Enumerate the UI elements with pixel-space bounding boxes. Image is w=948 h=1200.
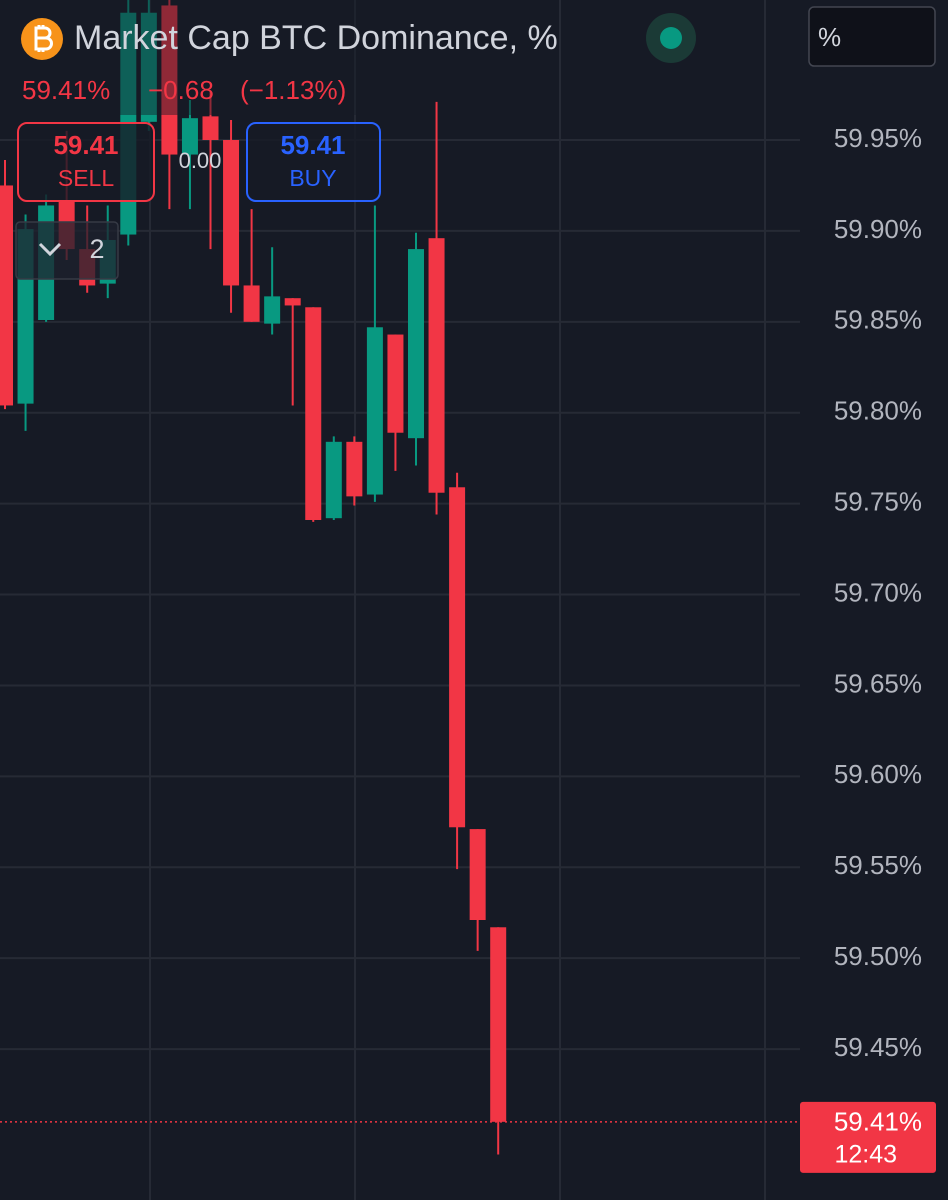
candle-body bbox=[428, 238, 445, 493]
y-tick-label: 59.80% bbox=[834, 396, 922, 426]
y-tick-label: 59.70% bbox=[834, 577, 922, 607]
candle-body bbox=[140, 12, 157, 122]
candle-body bbox=[366, 327, 383, 495]
buy-price: 59.41 bbox=[280, 130, 345, 160]
candle-body bbox=[243, 285, 260, 322]
price-tag-value: 59.41% bbox=[834, 1107, 922, 1137]
layers-toggle[interactable] bbox=[15, 221, 119, 280]
candle-body bbox=[387, 334, 404, 433]
y-tick-label: 59.90% bbox=[834, 214, 922, 244]
candle-body bbox=[346, 441, 363, 497]
sell-price: 59.41 bbox=[53, 130, 118, 160]
unit-selector[interactable] bbox=[808, 6, 936, 67]
last-value: 59.41% bbox=[22, 75, 110, 105]
spread: 0.00 bbox=[179, 148, 222, 173]
candle-body bbox=[0, 185, 13, 406]
y-axis: 59.95% 59.90% 59.85% 59.80% 59.75% 59.70% 59.6… bbox=[834, 123, 922, 1062]
candle-body bbox=[325, 441, 342, 519]
candle-body bbox=[469, 829, 486, 920]
y-tick-label: 59.45% bbox=[834, 1032, 922, 1062]
header-shade bbox=[0, 0, 420, 115]
candle-body bbox=[264, 296, 281, 324]
candle-body bbox=[223, 140, 240, 286]
candle-body bbox=[284, 298, 301, 306]
candle-body bbox=[490, 927, 507, 1122]
chevron bbox=[38, 242, 62, 257]
y-tick-label: 59.95% bbox=[834, 123, 922, 153]
btc-glyph bbox=[34, 25, 53, 52]
price-tag-countdown: 12:43 bbox=[834, 1140, 897, 1168]
sell-label: SELL bbox=[58, 165, 114, 191]
change-percent: (−1.13%) bbox=[240, 75, 346, 105]
candle-body bbox=[181, 118, 198, 155]
change: −0.68 bbox=[148, 75, 214, 105]
unit-text: % bbox=[818, 22, 841, 52]
price-tag bbox=[800, 1101, 936, 1173]
y-tick-label: 59.55% bbox=[834, 850, 922, 880]
buy-label: BUY bbox=[289, 165, 336, 191]
y-tick-label: 59.85% bbox=[834, 305, 922, 335]
candle-body bbox=[305, 307, 322, 520]
y-tick-label: 59.65% bbox=[834, 668, 922, 698]
candle-body bbox=[408, 249, 424, 439]
y-tick-label: 59.60% bbox=[834, 759, 922, 789]
candle-body bbox=[161, 5, 178, 155]
sell-button[interactable] bbox=[17, 122, 155, 202]
layers-count: 2 bbox=[89, 234, 104, 264]
candle-body bbox=[202, 116, 219, 140]
y-tick-label: 59.50% bbox=[834, 941, 922, 971]
buy-button[interactable] bbox=[246, 122, 381, 202]
candle-body bbox=[449, 487, 466, 828]
grid bbox=[0, 139, 800, 1051]
chart-title: Market Cap BTC Dominance, % bbox=[74, 19, 558, 57]
status-dot bbox=[660, 27, 682, 49]
y-tick-label: 59.75% bbox=[834, 487, 922, 517]
